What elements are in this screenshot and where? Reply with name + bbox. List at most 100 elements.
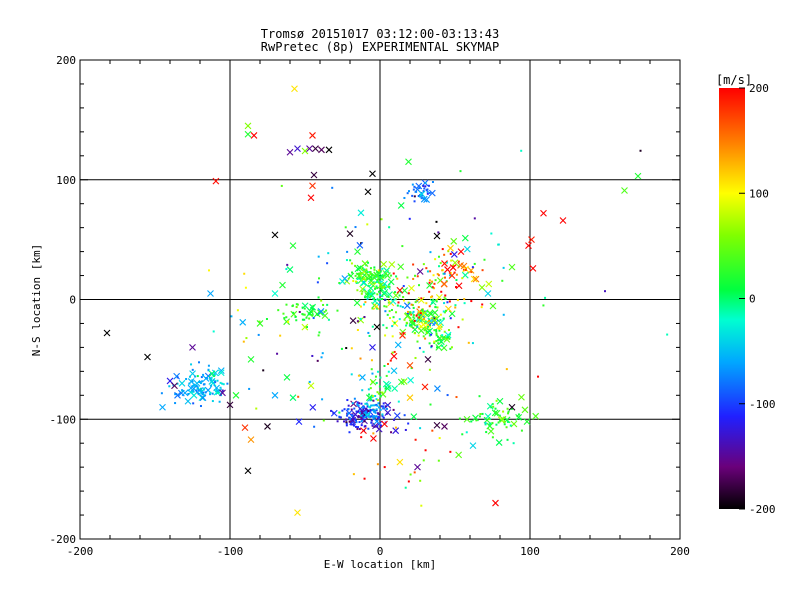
data-point-dot bbox=[188, 382, 191, 385]
data-point-dot bbox=[465, 431, 468, 434]
data-point-dot bbox=[379, 286, 382, 289]
data-point-dot bbox=[365, 408, 368, 411]
data-point-dot bbox=[367, 410, 370, 413]
data-point-dot bbox=[308, 317, 311, 320]
data-point-dot bbox=[313, 425, 316, 428]
data-point-dot bbox=[413, 319, 416, 322]
data-point-dot bbox=[265, 317, 268, 320]
data-point-cross bbox=[232, 391, 240, 399]
data-point-dot bbox=[413, 332, 416, 335]
data-point-dot bbox=[393, 291, 396, 294]
data-point-dot bbox=[369, 276, 372, 279]
data-point-dot bbox=[422, 350, 425, 353]
data-point-dot bbox=[317, 296, 320, 299]
data-point-dot bbox=[192, 402, 195, 405]
data-point-dot bbox=[376, 293, 379, 296]
data-point-cross bbox=[189, 344, 196, 351]
data-point-dot bbox=[361, 267, 364, 270]
data-point-dot bbox=[198, 361, 201, 364]
data-point-dot bbox=[377, 402, 380, 405]
data-point-cross bbox=[189, 370, 196, 378]
data-point-cross bbox=[388, 261, 396, 268]
data-point-dot bbox=[354, 226, 357, 229]
data-point-dot bbox=[338, 411, 341, 414]
data-point-dot bbox=[407, 422, 410, 425]
data-point-dot bbox=[377, 269, 380, 272]
data-point-cross bbox=[283, 373, 291, 381]
y-tick-labels: -200 -100 0 100 200 bbox=[50, 54, 77, 546]
data-point-dot bbox=[426, 192, 429, 195]
data-point-dot bbox=[432, 298, 435, 301]
data-point-dot bbox=[416, 299, 419, 302]
data-point-cross bbox=[359, 374, 366, 381]
data-point-dot bbox=[380, 218, 383, 221]
data-point-dot bbox=[382, 285, 385, 288]
chart-title: Tromsø 20151017 03:12:00-03:13:43 bbox=[261, 27, 499, 41]
data-point-dot bbox=[490, 232, 493, 235]
data-point-cross bbox=[247, 355, 255, 363]
data-point-dot bbox=[199, 405, 202, 408]
data-point-dot bbox=[384, 334, 387, 337]
data-point-dot bbox=[434, 306, 437, 309]
data-point-cross bbox=[256, 320, 264, 327]
data-point-dot bbox=[187, 392, 190, 395]
data-point-dot bbox=[431, 180, 434, 183]
data-point-dot bbox=[370, 396, 373, 399]
data-point-dot bbox=[430, 296, 433, 299]
data-point-dot bbox=[204, 391, 207, 394]
data-point-dot bbox=[455, 286, 458, 289]
data-point-dot bbox=[425, 330, 428, 333]
data-point-dot bbox=[350, 373, 353, 376]
data-point-dot bbox=[373, 266, 376, 269]
data-point-dot bbox=[402, 299, 405, 302]
data-point-dot bbox=[377, 416, 380, 419]
data-point-dot bbox=[378, 290, 381, 293]
data-point-dot bbox=[473, 262, 476, 265]
data-point-dot bbox=[298, 310, 301, 313]
data-point-dot bbox=[428, 342, 431, 345]
data-point-dot bbox=[425, 302, 428, 305]
data-point-dot bbox=[242, 340, 245, 343]
data-point-dot bbox=[374, 411, 377, 414]
data-point-dot bbox=[373, 415, 376, 418]
data-point-cross bbox=[424, 355, 432, 363]
data-point-cross bbox=[193, 379, 201, 387]
data-point-cross bbox=[485, 280, 493, 288]
data-point-dot bbox=[345, 422, 348, 425]
data-point-dot bbox=[385, 405, 388, 408]
data-point-cross bbox=[347, 272, 355, 280]
data-point-dot bbox=[375, 281, 378, 284]
data-point-dot bbox=[347, 412, 350, 415]
data-point-cross bbox=[367, 284, 375, 292]
x-tick-label: 200 bbox=[670, 545, 690, 558]
data-point-cross bbox=[289, 394, 297, 402]
data-point-dot bbox=[542, 304, 545, 307]
data-point-cross bbox=[499, 415, 507, 423]
data-point-dot bbox=[203, 383, 206, 386]
data-point-dot bbox=[369, 278, 372, 281]
data-point-dot bbox=[485, 431, 488, 434]
data-point-dot bbox=[430, 346, 433, 349]
data-point-dot bbox=[397, 301, 400, 304]
data-point-dot bbox=[449, 274, 452, 277]
data-point-dot bbox=[502, 266, 505, 269]
data-point-dot bbox=[371, 372, 374, 375]
data-point-dot bbox=[411, 183, 414, 186]
data-point-dot bbox=[431, 295, 434, 298]
data-point-dot bbox=[428, 279, 431, 282]
data-point-dot bbox=[449, 317, 452, 320]
data-point-dot bbox=[382, 402, 385, 405]
data-point-dot bbox=[369, 406, 372, 409]
data-point-dot bbox=[258, 320, 261, 323]
data-point-dot bbox=[366, 413, 369, 416]
data-point-cross bbox=[403, 302, 411, 310]
data-point-dot bbox=[446, 301, 449, 304]
data-point-dot bbox=[327, 252, 330, 255]
data-point-dot bbox=[262, 369, 265, 372]
data-point-dot bbox=[373, 410, 376, 413]
data-point-dot bbox=[420, 504, 423, 507]
data-point-dot bbox=[308, 380, 311, 383]
data-point-cross bbox=[286, 266, 294, 273]
data-point-dot bbox=[230, 315, 233, 318]
data-point-dot bbox=[352, 280, 355, 283]
